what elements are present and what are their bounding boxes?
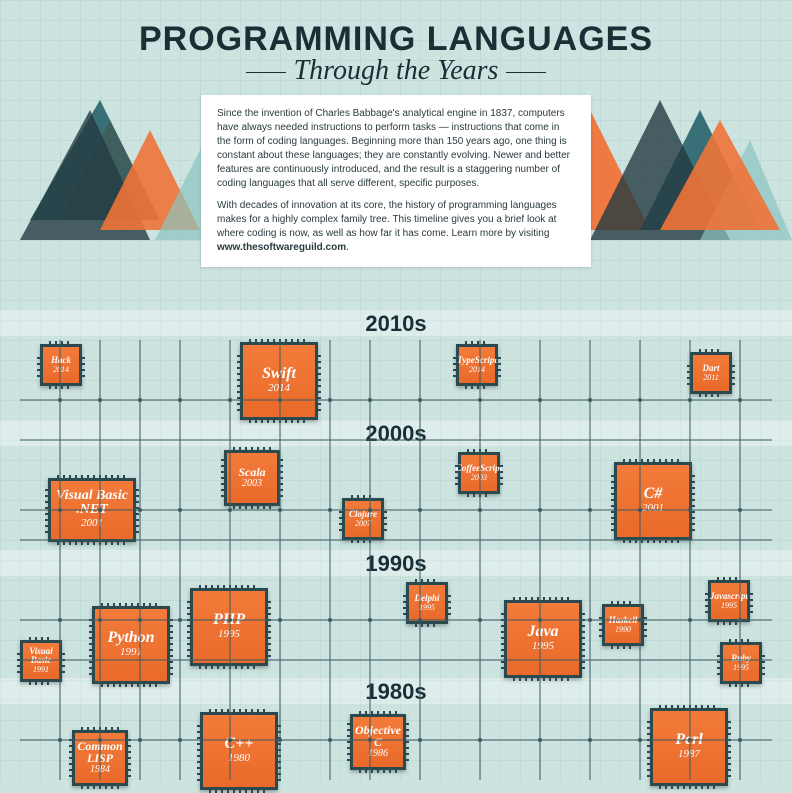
intro-paragraph-2: With decades of innovation at its core, … — [217, 199, 575, 255]
intro-text-end: . — [346, 242, 349, 253]
page-subtitle: Through the Years — [0, 55, 792, 87]
timeline: 2010s2000s1990s1980s Hack2014Swift2014Ty… — [0, 310, 792, 780]
intro-link: www.thesoftwareguild.com — [217, 242, 346, 253]
page-title: PROGRAMMING LANGUAGES — [0, 20, 792, 59]
intro-box: Since the invention of Charles Babbage's… — [201, 95, 591, 267]
header: PROGRAMMING LANGUAGES Through the Years … — [0, 0, 792, 267]
intro-text: With decades of innovation at its core, … — [217, 200, 557, 239]
intro-paragraph-1: Since the invention of Charles Babbage's… — [217, 107, 575, 191]
connection-wires — [0, 310, 792, 780]
